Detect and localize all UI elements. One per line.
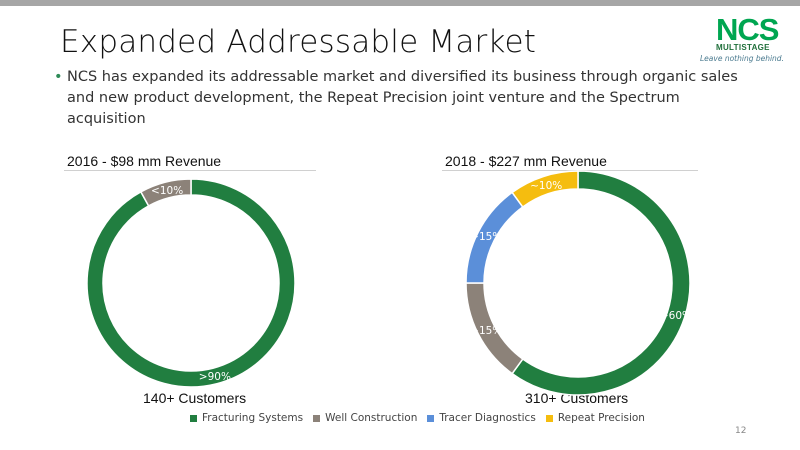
- chart-2016-customers: 140+ Customers: [143, 390, 247, 406]
- donut-2018-label-repeat-precision: ~10%: [530, 180, 562, 192]
- legend-item-well-construction: Well Construction: [313, 412, 417, 424]
- legend-item-tracer-diagnostics: Tracer Diagnostics: [427, 412, 536, 424]
- chart-2016-title-rule: [64, 170, 316, 171]
- donut-2018-slice-fracturing-systems: [511, 170, 691, 396]
- donut-2016-label-well-construction: <10%: [151, 185, 183, 197]
- legend-label-well-construction: Well Construction: [325, 412, 418, 424]
- logo-tagline: Leave nothing behind.: [700, 54, 784, 63]
- legend-label-tracer-diagnostics: Tracer Diagnostics: [439, 412, 536, 424]
- donut-2016-label-fracturing-systems: >90%: [199, 371, 231, 383]
- legend-swatch-repeat-precision: [545, 414, 553, 422]
- legend-swatch-fracturing-systems: [190, 414, 197, 422]
- page-number: 12: [735, 426, 747, 436]
- bullet-text: NCS has expanded its addressable market …: [67, 69, 738, 127]
- donut-2018-slice-repeat-precision: [511, 170, 579, 208]
- bullet-point: • NCS has expanded its addressable marke…: [54, 67, 744, 130]
- legend-label-fracturing-systems: Fracturing Systems: [202, 412, 304, 424]
- logo-wordmark: NCS: [716, 12, 779, 47]
- donut-2016-slice-fracturing-systems: [86, 178, 296, 388]
- chart-legend: Fracturing Systems Well Construction Trace…: [190, 412, 645, 424]
- top-accent-bar: [0, 0, 800, 6]
- legend-label-repeat-precision: Repeat Precision: [557, 412, 645, 424]
- chart-2018-title: 2018 - $227 mm Revenue: [445, 153, 607, 169]
- legend-swatch-well-construction: [313, 414, 321, 422]
- donut-2018-label-tracer-diagnostics: ~15%: [470, 231, 502, 243]
- chart-2016-title: 2016 - $98 mm Revenue: [67, 153, 222, 169]
- chart-2018-customers: 310+ Customers: [525, 390, 629, 406]
- logo-subtitle: MULTISTAGE: [716, 43, 770, 52]
- company-logo: NCS MULTISTAGE Leave nothing behind.: [698, 14, 792, 64]
- legend-item-repeat-precision: Repeat Precision: [545, 412, 645, 424]
- chart-2018-title-rule: [442, 170, 698, 171]
- donut-2018-label-well-construction: ~15%: [470, 325, 502, 337]
- legend-swatch-tracer-diagnostics: [427, 414, 435, 422]
- bullet-icon: •: [54, 69, 63, 85]
- legend-item-fracturing-systems: Fracturing Systems: [190, 412, 303, 424]
- donut-2018-label-fracturing-systems: ~60%: [660, 310, 692, 322]
- slide-title: Expanded Addressable Market: [60, 24, 537, 60]
- donut-2016-slice-well-construction: [139, 178, 192, 207]
